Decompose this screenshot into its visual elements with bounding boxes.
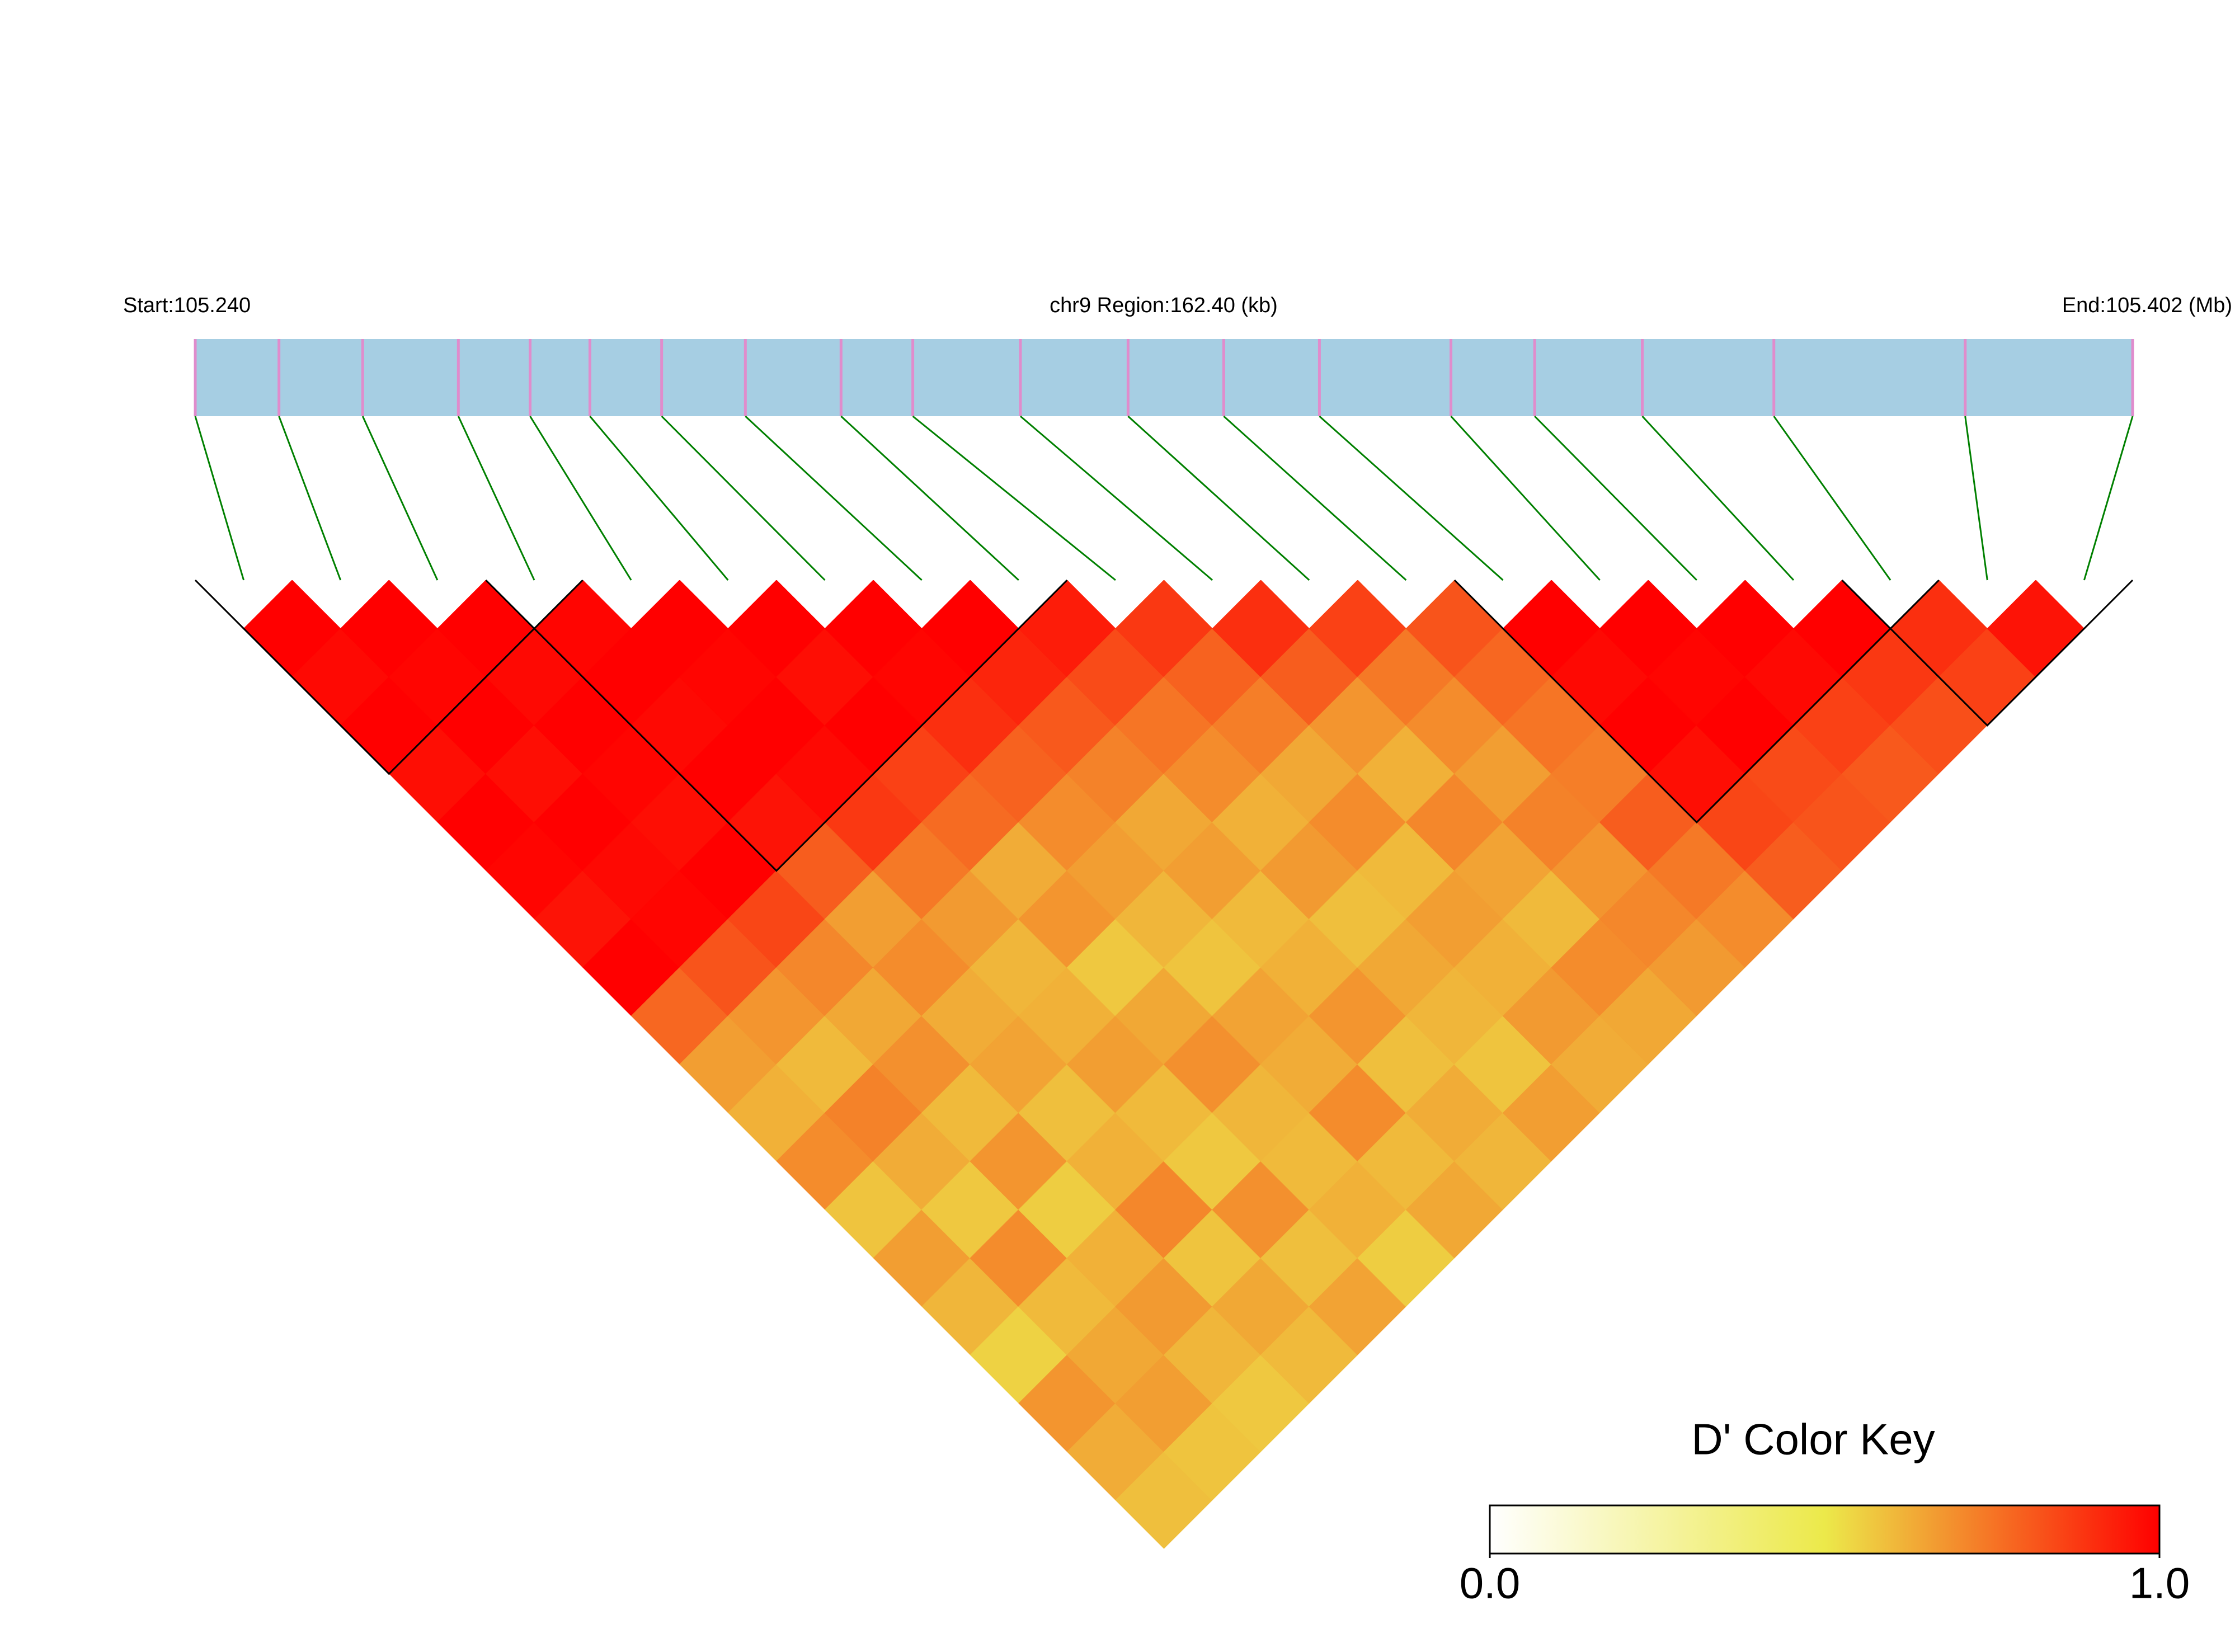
snp-link bbox=[1223, 415, 1407, 581]
colorbar bbox=[1489, 1504, 2161, 1555]
snp-link bbox=[589, 416, 729, 581]
snp-link bbox=[2083, 416, 2134, 581]
colorbar-tick-label: 0.0 bbox=[1460, 1559, 1520, 1608]
snp-link bbox=[1127, 415, 1310, 581]
snp-link bbox=[745, 415, 923, 581]
start-label: Start:105.240 bbox=[123, 294, 251, 317]
heatmap bbox=[243, 580, 2085, 1549]
snp-link bbox=[912, 415, 1116, 581]
snp-link bbox=[457, 416, 535, 581]
position-bar bbox=[195, 339, 2133, 416]
snp-link bbox=[1534, 415, 1697, 581]
end-label: End:105.402 (Mb) bbox=[2062, 294, 2232, 317]
ld-block bbox=[1841, 579, 2134, 727]
ld-block bbox=[485, 579, 1068, 872]
snp-link bbox=[194, 416, 245, 581]
snp-link bbox=[1319, 415, 1504, 581]
colorbar-title: D' Color Key bbox=[1691, 1415, 1935, 1464]
region-title: chr9 Region:162.40 (kb) bbox=[1050, 294, 1278, 317]
snp-link bbox=[840, 415, 1019, 581]
ld-block bbox=[1453, 579, 1940, 823]
snp-link bbox=[1773, 416, 1891, 581]
snp-link bbox=[1641, 415, 1795, 581]
snp-link bbox=[278, 416, 342, 581]
snp-link bbox=[1020, 415, 1213, 581]
snp-link bbox=[529, 416, 632, 581]
colorbar-tick-label: 1.0 bbox=[2129, 1559, 2190, 1608]
snp-link bbox=[661, 415, 826, 581]
ld-block bbox=[194, 579, 584, 775]
snp-link bbox=[361, 416, 439, 581]
snp-link bbox=[1450, 415, 1601, 581]
snp-link bbox=[1964, 416, 1988, 581]
